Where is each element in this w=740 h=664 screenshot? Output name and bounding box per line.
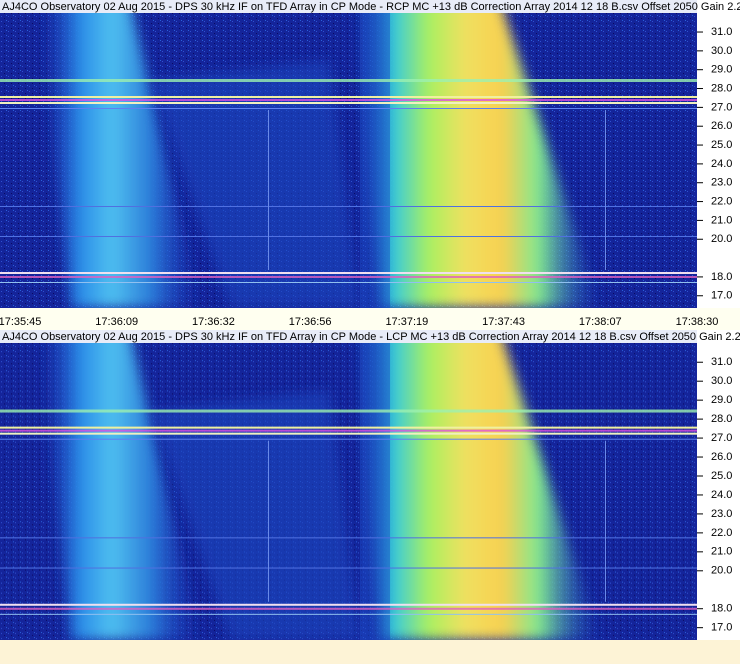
spectrogram-image bbox=[0, 330, 697, 640]
spectrogram-image bbox=[0, 0, 697, 308]
y-tick-label: 28.0 bbox=[711, 413, 732, 425]
bottom-strip bbox=[0, 640, 740, 664]
panel-title: AJ4CO Observatory 02 Aug 2015 - DPS 30 k… bbox=[2, 331, 740, 343]
y-tick-label: 17.0 bbox=[711, 290, 732, 302]
y-tick-label: 25.0 bbox=[711, 139, 732, 151]
y-tick-label: 24.0 bbox=[711, 489, 732, 501]
panel-title: AJ4CO Observatory 02 Aug 2015 - DPS 30 k… bbox=[2, 1, 740, 13]
y-tick-label: 18.0 bbox=[711, 603, 732, 615]
x-tick-label: 17:36:32 bbox=[192, 316, 235, 328]
y-tick-label: 31.0 bbox=[711, 356, 732, 368]
title-strip bbox=[0, 330, 697, 343]
y-tick-label: 21.0 bbox=[711, 546, 732, 558]
x-tick-label: 17:37:19 bbox=[385, 316, 428, 328]
y-tick-label: 20.0 bbox=[711, 565, 732, 577]
y-tick-label: 30.0 bbox=[711, 45, 732, 57]
y-tick-label: 26.0 bbox=[711, 120, 732, 132]
y-tick-label: 28.0 bbox=[711, 82, 732, 94]
y-tick-label: 31.0 bbox=[711, 26, 732, 38]
x-tick-label: 17:36:56 bbox=[289, 316, 332, 328]
y-tick-label: 22.0 bbox=[711, 195, 732, 207]
y-tick-label: 26.0 bbox=[711, 451, 732, 463]
y-tick-label: 22.0 bbox=[711, 527, 732, 539]
y-tick-label: 23.0 bbox=[711, 508, 732, 520]
y-tick-label: 20.0 bbox=[711, 233, 732, 245]
y-tick-label: 27.0 bbox=[711, 432, 732, 444]
title-strip bbox=[0, 0, 697, 13]
y-tick-label: 17.0 bbox=[711, 622, 732, 634]
time-axis-strip bbox=[0, 308, 740, 330]
x-tick-label: 17:35:45 bbox=[0, 316, 41, 328]
y-tick-label: 25.0 bbox=[711, 470, 732, 482]
x-tick-label: 17:36:09 bbox=[95, 316, 138, 328]
y-tick-label: 29.0 bbox=[711, 394, 732, 406]
y-tick-label: 18.0 bbox=[711, 271, 732, 283]
y-tick-label: 29.0 bbox=[711, 64, 732, 76]
y-tick-label: 30.0 bbox=[711, 375, 732, 387]
x-tick-label: 17:38:07 bbox=[579, 316, 622, 328]
y-tick-label: 21.0 bbox=[711, 214, 732, 226]
x-tick-label: 17:38:30 bbox=[676, 316, 719, 328]
x-tick-label: 17:37:43 bbox=[482, 316, 525, 328]
y-tick-label: 24.0 bbox=[711, 158, 732, 170]
y-tick-label: 23.0 bbox=[711, 177, 732, 189]
y-tick-label: 27.0 bbox=[711, 101, 732, 113]
